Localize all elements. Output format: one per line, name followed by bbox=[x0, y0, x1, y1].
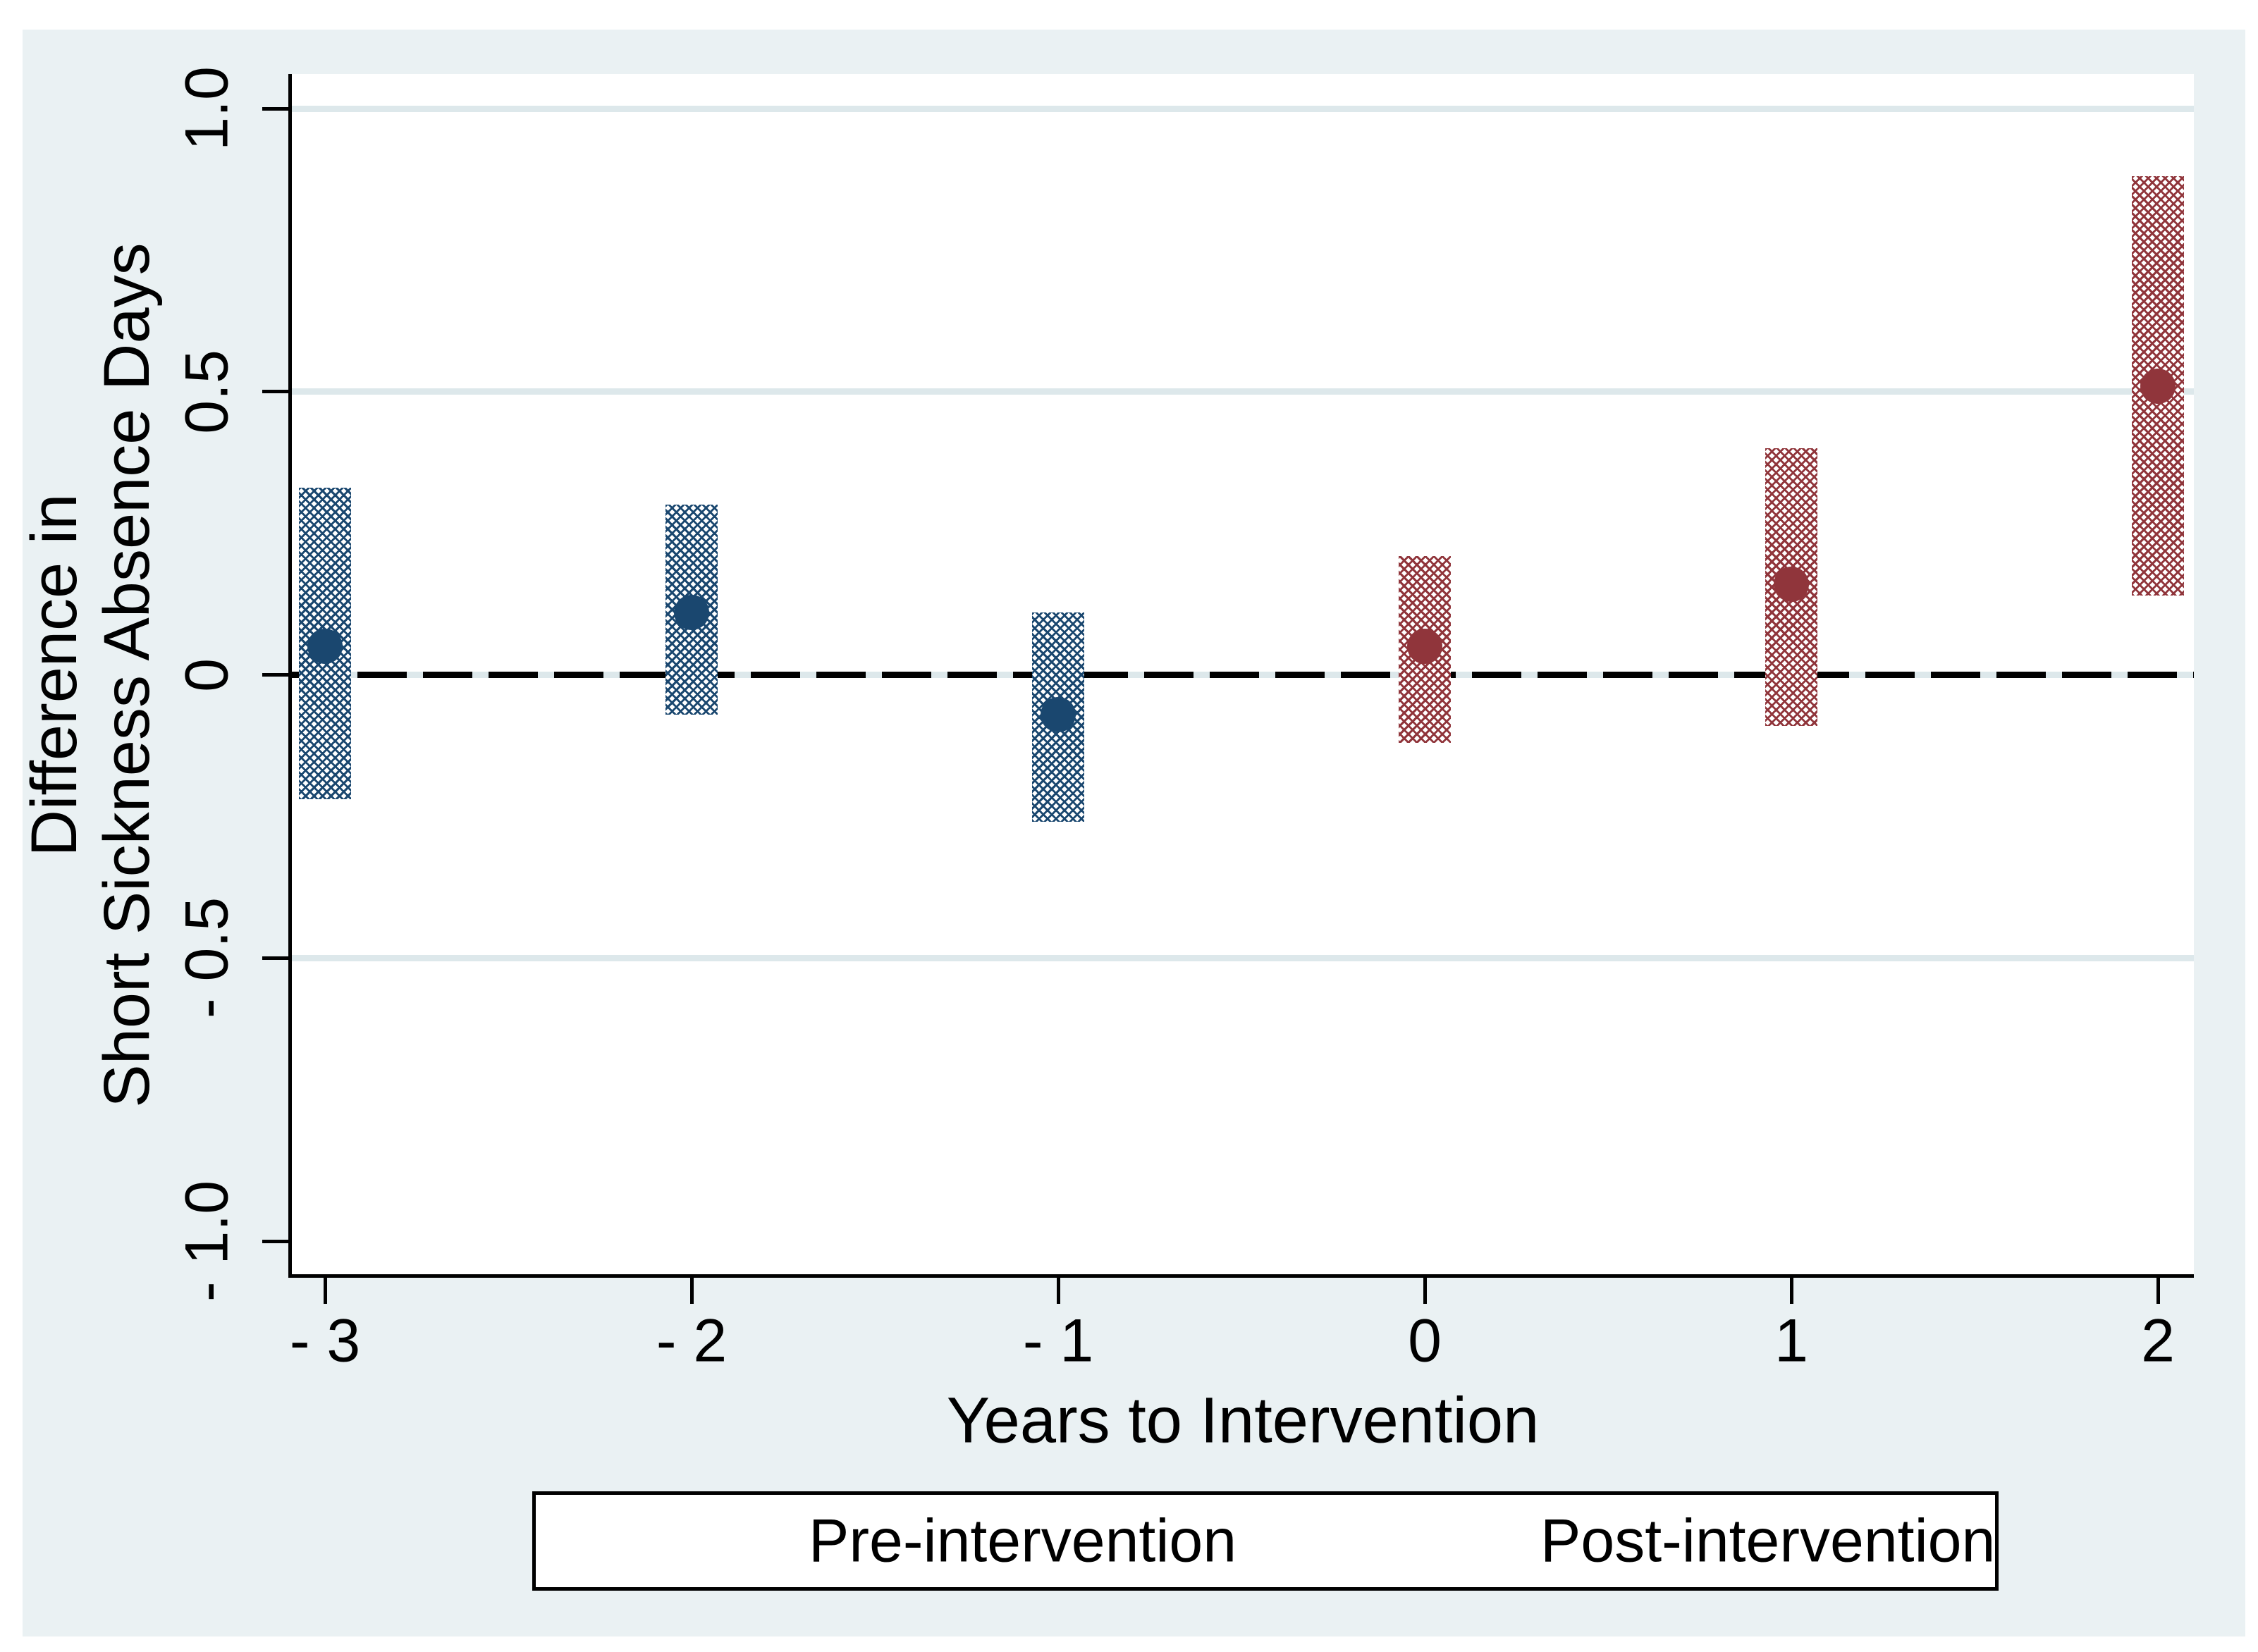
point-estimate-post-x0 bbox=[1407, 629, 1442, 665]
legend-swatch-post-intervention bbox=[1294, 1517, 1505, 1565]
y-tick-label-1: 1.0 bbox=[173, 66, 241, 151]
point-estimate-pre-x-3 bbox=[307, 629, 343, 665]
point-estimate-post-x2 bbox=[2140, 368, 2176, 404]
y-tick-0.5 bbox=[262, 390, 288, 394]
point-estimate-post-x1 bbox=[1774, 566, 1809, 602]
x-tick--1 bbox=[1056, 1278, 1060, 1304]
y-axis-line bbox=[288, 74, 292, 1278]
y-tick-label-0.5: 0.5 bbox=[173, 349, 241, 434]
y-tick-0 bbox=[262, 673, 288, 677]
gridline-y-0.5 bbox=[292, 388, 2194, 395]
x-tick-0 bbox=[1423, 1278, 1427, 1304]
x-axis-title: Years to Intervention bbox=[946, 1384, 1540, 1457]
y-tick-label-0: 0 bbox=[173, 658, 241, 692]
x-tick-label-0: 0 bbox=[1408, 1307, 1442, 1375]
x-tick-label-2: 2 bbox=[2141, 1307, 2175, 1375]
y-tick--0.5 bbox=[262, 956, 288, 960]
point-estimate-pre-x-2 bbox=[674, 595, 709, 631]
point-estimate-pre-x-1 bbox=[1041, 696, 1076, 732]
y-tick--1 bbox=[262, 1239, 288, 1243]
x-tick-label--1: - 1 bbox=[1022, 1307, 1094, 1375]
legend-label-post-intervention: Post-intervention bbox=[1540, 1507, 1996, 1574]
x-tick-label--2: - 2 bbox=[656, 1307, 728, 1375]
x-tick-label-1: 1 bbox=[1774, 1307, 1808, 1375]
legend-label-pre-intervention: Pre-intervention bbox=[809, 1507, 1237, 1574]
x-tick-1 bbox=[1789, 1278, 1793, 1304]
x-tick-label--3: - 3 bbox=[289, 1307, 361, 1375]
gridline-y--0.5 bbox=[292, 954, 2194, 961]
y-axis-title: Difference in Short Sickness Absence Day… bbox=[18, 242, 163, 1108]
chart-canvas: Difference in Short Sickness Absence Day… bbox=[18, 30, 2245, 1636]
y-tick-label--0.5: - 0.5 bbox=[173, 897, 241, 1019]
x-tick--3 bbox=[323, 1278, 327, 1304]
y-tick-1 bbox=[262, 106, 288, 111]
y-tick-label--1: - 1.0 bbox=[173, 1180, 241, 1302]
x-axis-line bbox=[288, 1274, 2194, 1278]
legend-box: Pre-intervention Post-intervention bbox=[532, 1491, 1999, 1591]
x-tick-2 bbox=[2156, 1278, 2160, 1304]
gridline-y-1 bbox=[292, 105, 2194, 112]
legend-swatch-pre-intervention bbox=[560, 1517, 771, 1565]
zero-reference-line bbox=[292, 672, 2194, 678]
x-tick--2 bbox=[689, 1278, 694, 1304]
